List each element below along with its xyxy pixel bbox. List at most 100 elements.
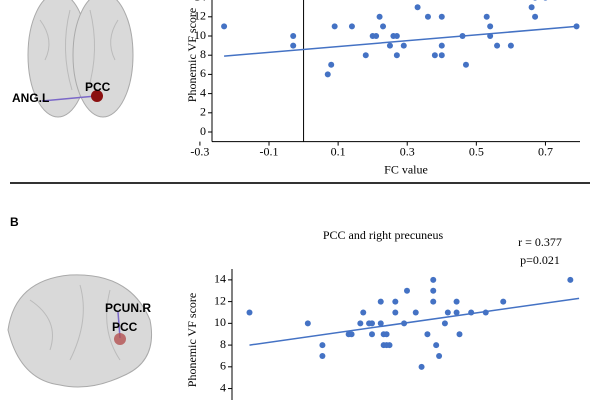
point — [401, 320, 408, 327]
y-tick-label: 8 — [220, 337, 226, 351]
point — [360, 309, 367, 316]
y-tick-label: 10 — [194, 28, 206, 42]
point — [414, 4, 421, 11]
point — [369, 320, 375, 327]
point — [418, 363, 425, 370]
point — [453, 298, 460, 305]
x-tick-label: 0.1 — [331, 144, 346, 158]
y-tick-label: 10 — [214, 315, 226, 329]
point — [430, 276, 437, 283]
x-tick-label: 0.5 — [469, 144, 484, 158]
x-tick-label: -0.1 — [260, 144, 279, 158]
x-tick-label: 0.3 — [400, 144, 415, 158]
y-tick-label: 0 — [200, 124, 206, 138]
x-axis-label: FC value — [384, 162, 428, 176]
point — [567, 276, 574, 283]
point — [528, 4, 535, 11]
point — [392, 309, 399, 316]
brain-label: PCC — [85, 80, 111, 94]
trend-line — [224, 25, 577, 57]
point — [438, 13, 445, 20]
panel-label: B — [10, 215, 19, 229]
brain-side-view — [7, 274, 153, 388]
point — [376, 13, 383, 20]
point — [441, 320, 448, 327]
point — [438, 52, 445, 59]
point — [392, 298, 399, 305]
point — [386, 342, 393, 349]
point — [430, 298, 437, 305]
y-tick-label: 6 — [220, 359, 226, 373]
point — [369, 331, 375, 338]
point — [304, 320, 311, 327]
point — [290, 33, 297, 39]
annotation: p=0.021 — [520, 253, 560, 267]
brain-label: ANG.L — [12, 91, 49, 105]
y-axis-label: Phonemic VF score — [185, 293, 199, 387]
brain-label: PCC — [112, 320, 138, 334]
point — [319, 342, 326, 349]
point — [424, 331, 431, 338]
x-tick-label: -0.3 — [190, 144, 209, 158]
point — [319, 352, 326, 359]
point — [573, 23, 580, 30]
point — [380, 23, 387, 30]
point — [400, 42, 407, 49]
point — [433, 342, 440, 349]
point — [444, 309, 451, 316]
point — [543, 0, 548, 1]
point — [532, 13, 539, 20]
point — [459, 33, 466, 39]
point — [487, 23, 494, 30]
y-tick-label: 14 — [194, 0, 206, 3]
y-tick-label: 6 — [200, 66, 206, 80]
y-tick-label: 12 — [194, 9, 206, 23]
point — [500, 298, 507, 305]
point — [483, 13, 490, 20]
point — [362, 52, 369, 59]
point — [348, 23, 355, 30]
point — [507, 42, 514, 49]
point — [436, 352, 443, 359]
trend-line — [249, 297, 580, 346]
point — [456, 331, 463, 338]
point — [331, 23, 338, 30]
point — [328, 61, 335, 68]
point — [494, 42, 501, 49]
annotation: r = 0.377 — [518, 235, 562, 249]
brain-label: PCUN.R — [105, 301, 151, 315]
point — [393, 52, 400, 59]
point — [246, 309, 253, 316]
point — [348, 331, 355, 338]
point — [393, 33, 400, 39]
point — [424, 13, 431, 20]
point — [431, 52, 438, 59]
y-axis-label: Phonemic VF score — [185, 8, 199, 102]
point — [482, 309, 489, 316]
point — [430, 287, 437, 294]
point — [386, 42, 393, 49]
brain-top-view — [27, 0, 134, 118]
point — [487, 33, 494, 39]
point — [377, 320, 384, 327]
point — [357, 320, 364, 327]
y-tick-label: 8 — [200, 47, 206, 61]
y-tick-label: 12 — [214, 293, 226, 307]
point — [453, 309, 460, 316]
point — [533, 0, 537, 1]
y-tick-label: 14 — [214, 272, 226, 286]
point — [324, 71, 331, 78]
point — [438, 42, 445, 49]
x-tick-label: 0.7 — [538, 144, 553, 158]
chart-title: PCC and right precuneus — [323, 228, 444, 242]
point — [373, 33, 380, 39]
point — [468, 309, 475, 316]
point — [404, 287, 410, 294]
point — [412, 309, 419, 316]
point — [221, 23, 228, 30]
point — [462, 61, 469, 68]
point — [290, 42, 297, 49]
y-tick-label: 4 — [200, 85, 206, 99]
point — [383, 331, 390, 338]
